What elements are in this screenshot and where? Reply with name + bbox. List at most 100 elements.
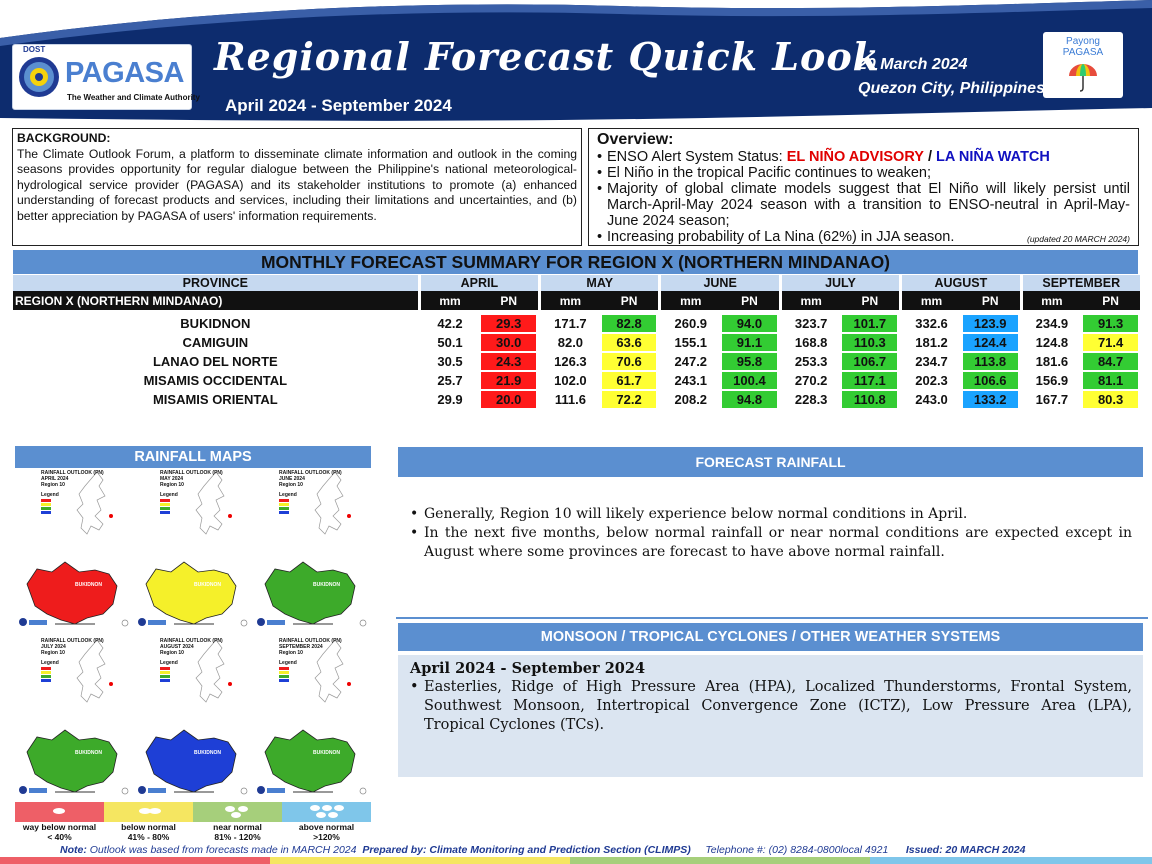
mm-value: 167.7: [1035, 392, 1069, 407]
mm-header: mm: [661, 291, 721, 310]
pn-cell: 61.7: [600, 371, 659, 390]
column-gap: [778, 314, 782, 333]
pn-value: 24.3: [481, 353, 537, 370]
column-gap: [417, 390, 421, 409]
overview-list: ENSO Alert System Status: EL NIÑO ADVISO…: [597, 149, 1130, 245]
map-region: Region 10: [160, 650, 184, 656]
legend-range: >120%: [313, 832, 340, 842]
column-gap: [778, 371, 782, 390]
overview-item: Majority of global climate models sugges…: [597, 181, 1130, 229]
rainfall-map-2: BUKIDNON RAINFALL OUTLOOK (PN) MAY 2024 Reg…: [134, 468, 252, 633]
pn-cell: 94.0: [720, 314, 779, 333]
issue-date: 20 March 2024: [858, 56, 968, 73]
mm-value: 102.0: [554, 373, 587, 388]
map-region: Region 10: [160, 482, 184, 488]
svg-text:BUKIDNON: BUKIDNON: [75, 582, 102, 588]
legend-label: way below normal: [22, 822, 97, 832]
pn-cell: 82.8: [600, 314, 659, 333]
column-gap: [899, 352, 903, 371]
map-legend-word: Legend: [160, 492, 178, 498]
mm-value: 50.1: [437, 335, 463, 350]
rainfall-legend-bar: [15, 802, 371, 822]
mm-value: 124.8: [1035, 335, 1069, 350]
column-gap: [778, 352, 782, 371]
map-graphic: BUKIDNON: [19, 639, 129, 795]
pn-cell: 70.6: [600, 352, 659, 371]
column-gap: [658, 371, 662, 390]
mm-value: 111.6: [554, 392, 586, 407]
province-name: MISAMIS OCCIDENTAL: [143, 373, 288, 388]
pn-value: 101.7: [842, 315, 898, 332]
region-label: REGION X (NORTHERN MINDANAO): [13, 291, 418, 310]
map-caption: RAINFALL OUTLOOK (PN) APRIL 2024 Region 10…: [41, 470, 104, 514]
map-caption: RAINFALL OUTLOOK (PN) SEPTEMBER 2024 Regio…: [279, 638, 342, 682]
mm-value: 208.2: [674, 392, 708, 407]
column-gap: [899, 333, 903, 352]
column-gap: [1019, 352, 1023, 371]
map-month: JUNE 2024: [279, 476, 305, 482]
table-row: MISAMIS OCCIDENTAL 25.7 21.9 102.0 61.7 243.1…: [13, 371, 1140, 390]
overview-item: El Niño in the tropical Pacific continue…: [597, 165, 1130, 181]
pn-value: 72.2: [601, 391, 657, 408]
pn-value: 71.4: [1083, 334, 1138, 351]
province-header: PROVINCE: [13, 275, 418, 291]
rainfall-maps-title: RAINFALL MAPS: [15, 446, 371, 468]
mm-value: 270.2: [794, 373, 828, 388]
pagasa-wordmark: PAGASA: [65, 57, 184, 89]
mm-value: 29.9: [437, 392, 463, 407]
map-region: Region 10: [41, 650, 65, 656]
pn-cell: 106.6: [961, 371, 1020, 390]
pn-cell: 30.0: [479, 333, 538, 352]
pagasa-seal-icon: [19, 57, 59, 97]
mm-value: 228.3: [794, 392, 828, 407]
pn-cell: 63.6: [600, 333, 659, 352]
pn-value: 84.7: [1083, 353, 1138, 370]
rainfall-map-6: BUKIDNON RAINFALL OUTLOOK (PN) SEPTEMBER 2…: [253, 636, 371, 801]
column-gap: [538, 275, 542, 291]
map-month: APRIL 2024: [41, 476, 69, 482]
svg-text:BUKIDNON: BUKIDNON: [194, 582, 221, 588]
mm-header: mm: [541, 291, 600, 310]
header-banner: [0, 0, 1152, 121]
pn-value: 110.3: [842, 334, 898, 351]
column-gap: [538, 352, 542, 371]
svg-text:BUKIDNON: BUKIDNON: [194, 750, 221, 756]
pn-value: 70.6: [601, 353, 657, 370]
column-gap: [778, 275, 782, 291]
map-caption: RAINFALL OUTLOOK (PN) AUGUST 2024 Region 1…: [160, 638, 223, 682]
pn-cell: 117.1: [840, 371, 899, 390]
pn-cell: 100.4: [720, 371, 779, 390]
column-gap: [417, 333, 421, 352]
mm-value: 253.3: [794, 354, 828, 369]
table-unit-header: REGION X (NORTHERN MINDANAO) mm PN mm PN mm PN…: [13, 291, 1140, 310]
pn-value: 91.1: [722, 334, 777, 351]
column-gap: [538, 371, 542, 390]
pn-cell: 124.4: [961, 333, 1020, 352]
pn-value: 95.8: [722, 353, 777, 370]
column-gap: [778, 291, 782, 310]
pn-cell: 71.4: [1081, 333, 1140, 352]
column-gap: [538, 333, 542, 352]
legend-label: near normal: [213, 822, 262, 832]
map-legend-word: Legend: [41, 492, 59, 498]
month-header: JUNE: [661, 275, 779, 291]
mm-header: mm: [1022, 291, 1082, 310]
pn-value: 100.4: [722, 372, 777, 389]
dost-label: DOST: [23, 45, 46, 54]
map-month: JULY 2024: [41, 644, 66, 650]
map-title: RAINFALL OUTLOOK (PN): [160, 638, 223, 644]
pn-value: 110.8: [842, 391, 898, 408]
footer-note: Outlook was based from forecasts made in…: [89, 844, 357, 856]
monsoon-title: MONSOON / TROPICAL CYCLONES / OTHER WEAT…: [398, 623, 1143, 651]
pn-cell: 91.1: [720, 333, 779, 352]
legend-label: below normal: [121, 822, 176, 832]
mm-value: 247.2: [674, 354, 708, 369]
map-title: RAINFALL OUTLOOK (PN): [279, 470, 342, 476]
pagasa-tagline: The Weather and Climate Authority: [67, 93, 200, 102]
forecast-rainfall-body: Generally, Region 10 will likely experie…: [410, 505, 1132, 562]
footer-color-strip: [0, 857, 1152, 864]
monsoon-item: Easterlies, Ridge of High Pressure Area …: [410, 678, 1132, 735]
forecast-rainfall-item: Generally, Region 10 will likely experie…: [410, 505, 1132, 524]
map-title: RAINFALL OUTLOOK (PN): [160, 470, 223, 476]
province-name: CAMIGUIN: [182, 335, 249, 350]
